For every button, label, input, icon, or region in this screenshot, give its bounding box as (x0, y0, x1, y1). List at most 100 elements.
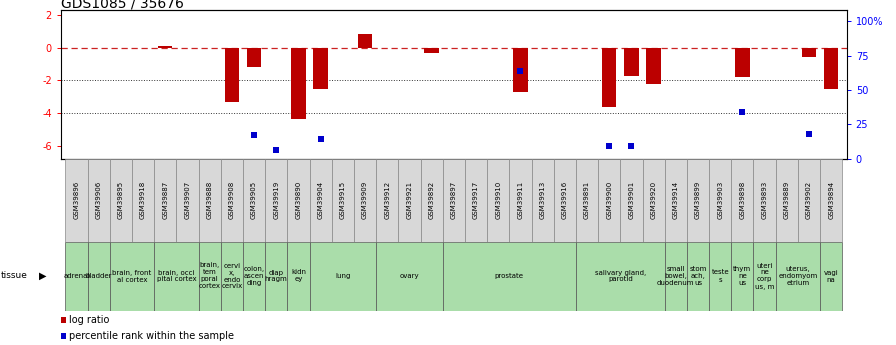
Text: GDS1085 / 35676: GDS1085 / 35676 (61, 0, 184, 10)
Bar (354, 159, 376, 242)
Bar (332, 159, 354, 242)
Bar (88, 241, 110, 310)
Bar (288, 159, 309, 242)
Bar (265, 159, 288, 242)
Text: vagi
na: vagi na (823, 269, 839, 283)
Bar (65, 159, 88, 242)
Bar (802, 48, 816, 57)
Bar (243, 159, 265, 242)
Text: GSM39916: GSM39916 (562, 181, 568, 219)
Text: GSM39890: GSM39890 (296, 181, 301, 219)
Bar (399, 159, 420, 242)
Text: GSM39905: GSM39905 (251, 181, 257, 219)
Bar (88, 159, 110, 242)
Text: GSM39908: GSM39908 (228, 181, 235, 219)
Text: GSM39911: GSM39911 (517, 181, 523, 219)
Bar (824, 48, 839, 89)
Bar (158, 46, 172, 48)
Bar (665, 241, 687, 310)
Text: GSM39917: GSM39917 (473, 181, 479, 219)
Text: percentile rank within the sample: percentile rank within the sample (69, 332, 234, 341)
Bar (309, 241, 376, 310)
Bar (443, 159, 465, 242)
Text: GSM39887: GSM39887 (162, 181, 168, 219)
Bar (376, 159, 399, 242)
Bar (199, 241, 220, 310)
Text: thym
ne
us: thym ne us (733, 266, 752, 286)
Text: uterus,
endomyom
etrium: uterus, endomyom etrium (779, 266, 817, 286)
Bar (709, 241, 731, 310)
Text: GSM39915: GSM39915 (340, 181, 346, 219)
Bar (646, 48, 661, 84)
Text: GSM39891: GSM39891 (584, 181, 590, 219)
Bar (776, 241, 820, 310)
Text: GSM39901: GSM39901 (628, 181, 634, 219)
Text: GSM39904: GSM39904 (318, 181, 323, 219)
Bar (687, 241, 709, 310)
Text: teste
s: teste s (711, 269, 729, 283)
Text: GSM39920: GSM39920 (650, 181, 657, 219)
Text: cervi
x,
endo
cervix: cervi x, endo cervix (221, 263, 243, 289)
Bar (425, 48, 439, 53)
Text: GSM39906: GSM39906 (96, 181, 101, 219)
Text: kidn
ey: kidn ey (291, 269, 306, 283)
Text: prostate: prostate (495, 273, 524, 279)
Bar (177, 159, 199, 242)
Text: GSM39893: GSM39893 (762, 181, 768, 219)
Text: GSM39909: GSM39909 (362, 181, 368, 219)
Bar (820, 241, 842, 310)
Text: GSM39898: GSM39898 (739, 181, 745, 219)
Bar (709, 159, 731, 242)
Text: small
bowel,
duodenum: small bowel, duodenum (657, 266, 694, 286)
Bar (820, 159, 842, 242)
Text: GSM39900: GSM39900 (607, 181, 612, 219)
Bar (599, 159, 620, 242)
Text: GSM39914: GSM39914 (673, 181, 679, 219)
Text: tissue: tissue (1, 272, 28, 280)
Text: GSM39895: GSM39895 (118, 181, 124, 219)
Bar (754, 241, 776, 310)
Bar (754, 159, 776, 242)
Text: GSM39912: GSM39912 (384, 181, 391, 219)
Bar (797, 159, 820, 242)
Text: brain,
tem
poral
cortex: brain, tem poral cortex (199, 263, 220, 289)
Bar (291, 48, 306, 119)
Bar (736, 48, 750, 77)
Text: GSM39892: GSM39892 (428, 181, 435, 219)
Text: GSM39903: GSM39903 (717, 181, 723, 219)
Text: GSM39921: GSM39921 (407, 181, 412, 219)
Bar (687, 159, 709, 242)
Text: GSM39913: GSM39913 (539, 181, 546, 219)
Text: uteri
ne
corp
us, m: uteri ne corp us, m (755, 263, 774, 289)
Bar (602, 48, 616, 107)
Bar (620, 159, 642, 242)
Bar (314, 48, 328, 89)
Bar (246, 48, 262, 67)
Text: GSM39910: GSM39910 (495, 181, 501, 219)
Bar (358, 34, 372, 48)
Text: salivary gland,
parotid: salivary gland, parotid (595, 269, 646, 283)
Text: lung: lung (335, 273, 350, 279)
Text: GSM39888: GSM39888 (207, 181, 212, 219)
Bar (199, 159, 220, 242)
Bar (288, 241, 309, 310)
Bar (625, 48, 639, 76)
Bar (243, 241, 265, 310)
Bar (309, 159, 332, 242)
Bar (376, 241, 443, 310)
Text: GSM39918: GSM39918 (140, 181, 146, 219)
Text: adrenal: adrenal (64, 273, 90, 279)
Bar (225, 48, 239, 102)
Bar (487, 159, 509, 242)
Bar (154, 159, 177, 242)
Text: diap
hragm: diap hragm (265, 269, 288, 283)
Bar (220, 241, 243, 310)
Text: log ratio: log ratio (69, 315, 109, 325)
Text: GSM39896: GSM39896 (73, 181, 80, 219)
Bar (531, 159, 554, 242)
Text: GSM39899: GSM39899 (695, 181, 701, 219)
Bar (65, 241, 88, 310)
Text: GSM39919: GSM39919 (273, 181, 280, 219)
Bar (576, 241, 665, 310)
Text: brain, occi
pital cortex: brain, occi pital cortex (157, 269, 196, 283)
